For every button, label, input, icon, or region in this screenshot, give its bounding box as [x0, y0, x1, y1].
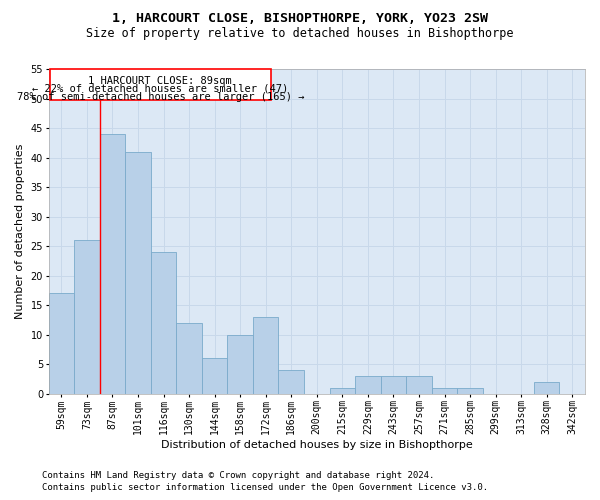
Text: ← 22% of detached houses are smaller (47): ← 22% of detached houses are smaller (47… [32, 84, 289, 94]
Bar [380, 376, 406, 394]
Bar [253, 317, 278, 394]
Text: 1 HARCOURT CLOSE: 89sqm: 1 HARCOURT CLOSE: 89sqm [88, 76, 232, 86]
X-axis label: Distribution of detached houses by size in Bishopthorpe: Distribution of detached houses by size … [161, 440, 473, 450]
Bar [278, 370, 304, 394]
Bar [202, 358, 227, 394]
Text: 1, HARCOURT CLOSE, BISHOPTHORPE, YORK, YO23 2SW: 1, HARCOURT CLOSE, BISHOPTHORPE, YORK, Y… [112, 12, 488, 26]
Text: 78% of semi-detached houses are larger (165) →: 78% of semi-detached houses are larger (… [17, 92, 304, 102]
Bar [457, 388, 483, 394]
Bar [50, 69, 271, 100]
Text: Contains HM Land Registry data © Crown copyright and database right 2024.: Contains HM Land Registry data © Crown c… [42, 471, 434, 480]
Bar [100, 134, 125, 394]
Bar [49, 294, 74, 394]
Bar [227, 334, 253, 394]
Bar [355, 376, 380, 394]
Bar [432, 388, 457, 394]
Y-axis label: Number of detached properties: Number of detached properties [15, 144, 25, 319]
Bar [151, 252, 176, 394]
Text: Contains public sector information licensed under the Open Government Licence v3: Contains public sector information licen… [42, 484, 488, 492]
Bar [74, 240, 100, 394]
Bar [176, 323, 202, 394]
Text: Size of property relative to detached houses in Bishopthorpe: Size of property relative to detached ho… [86, 28, 514, 40]
Bar [406, 376, 432, 394]
Bar [125, 152, 151, 394]
Bar [534, 382, 559, 394]
Bar [329, 388, 355, 394]
